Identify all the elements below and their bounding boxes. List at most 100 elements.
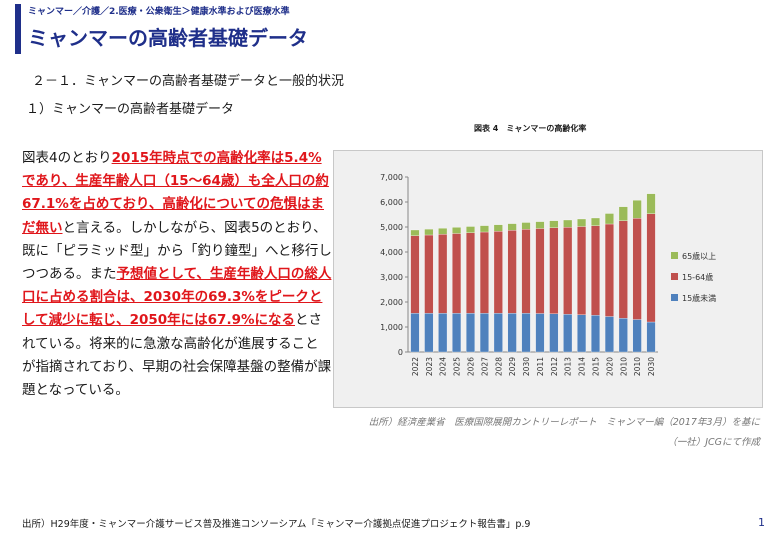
bar-segment xyxy=(466,226,475,233)
legend-label: 15-64歳 xyxy=(682,272,713,282)
aging-rate-chart: 0 1,000 2,000 3,000 4,000 5,000 6,000 7,000 2022… xyxy=(380,173,716,376)
bar-segment xyxy=(618,220,628,319)
bar-segment xyxy=(466,232,475,314)
bar-segment xyxy=(632,319,642,353)
bar-segment xyxy=(535,313,545,353)
y-tick-label: 1,000 xyxy=(380,323,403,332)
bar-segment xyxy=(646,321,656,353)
bar-segment xyxy=(577,314,587,353)
bar-segment xyxy=(424,228,434,236)
legend-label: 65歳以上 xyxy=(682,251,716,261)
x-tick-label: 2022 xyxy=(411,357,420,376)
bar-segment xyxy=(424,313,434,353)
x-tick-label: 2020 xyxy=(605,357,614,376)
bar-segment xyxy=(507,313,517,353)
y-tick-label: 7,000 xyxy=(380,173,403,182)
bar-segment xyxy=(577,226,587,315)
bar-segment xyxy=(438,228,448,235)
figure-caption: 図表 4 ミャンマーの高齢化率 xyxy=(474,124,587,133)
body-paragraph: 図表4のとおり2015年時点での高齢化率は5.4%であり、生産年齢人口（15～6… xyxy=(22,147,332,402)
y-tick-label: 4,000 xyxy=(380,248,403,257)
bar-segment xyxy=(493,313,503,353)
bar-segment xyxy=(535,221,545,229)
x-tick-label: 2025 xyxy=(453,357,462,376)
bar-segment xyxy=(507,230,517,314)
x-tick-label: 2029 xyxy=(508,357,517,376)
x-tick-label: 2010 xyxy=(633,357,642,376)
bar-segment xyxy=(410,235,420,314)
body-segment: と言える。しかしながら、図表5のとおり、既に「ピラミッド型」から「釣り鐘型」へと… xyxy=(22,219,332,283)
bar-segment xyxy=(646,213,656,323)
bar-segment xyxy=(549,227,559,314)
x-tick-label: 2024 xyxy=(439,357,448,376)
bar-segment xyxy=(632,218,642,320)
bar-segment xyxy=(493,231,503,314)
bar-segment xyxy=(604,316,614,353)
bar-segment xyxy=(493,224,503,232)
bar-segment xyxy=(438,313,448,353)
bar-segment xyxy=(549,220,559,228)
figure-source-line: （一社）JCGにて作成 xyxy=(667,437,760,448)
x-tick-label: 2023 xyxy=(425,357,434,376)
bar-segment xyxy=(410,229,420,236)
bar-segment xyxy=(521,229,531,314)
bar-segment xyxy=(479,225,489,233)
bar-segment xyxy=(452,227,462,234)
legend-swatch xyxy=(671,273,678,280)
x-tick-label: 2015 xyxy=(592,357,601,376)
bar-segment xyxy=(410,313,420,353)
figure-source-note: 出所）経済産業省 医療国際展開カントリーレポート ミャンマー編（2017年3月）… xyxy=(345,413,760,453)
bar-segment xyxy=(521,313,531,353)
footer-source: 出所）H29年度・ミャンマー介護サービス普及推進コンソーシアム「ミャンマー介護拠… xyxy=(22,519,531,530)
bar-segment xyxy=(563,219,573,228)
bar-segment xyxy=(591,225,600,316)
bar-segment xyxy=(577,218,587,227)
bar-segment xyxy=(604,213,614,225)
bar-segment xyxy=(618,206,628,221)
y-tick-label: 2,000 xyxy=(380,298,403,307)
x-tick-label: 2010 xyxy=(619,357,628,376)
x-tick-label: 2030 xyxy=(522,357,531,376)
legend-label: 15歳未満 xyxy=(682,293,716,303)
bar-segment xyxy=(604,223,614,317)
x-tick-label: 2014 xyxy=(578,357,587,376)
bar-segment xyxy=(591,315,600,353)
x-tick-label: 2026 xyxy=(467,357,476,376)
body-segment: 図表4のとおり xyxy=(22,150,112,166)
body-highlight: 予想値として、生産年齢人口の総人口に占める割合は、2030年の69.3%をピーク… xyxy=(22,266,332,329)
y-tick-label: 5,000 xyxy=(380,223,403,232)
y-tick-label: 6,000 xyxy=(380,198,403,207)
bar-segment xyxy=(479,231,489,314)
bar-segment xyxy=(466,313,475,353)
bar-segment xyxy=(438,234,448,314)
bar-segment xyxy=(646,193,656,214)
legend-swatch xyxy=(671,294,678,301)
x-tick-label: 2027 xyxy=(480,357,489,376)
legend-swatch xyxy=(671,252,678,259)
x-tick-label: 2011 xyxy=(536,357,545,376)
bar-segment xyxy=(535,228,545,314)
figure-source-line: 出所）経済産業省 医療国際展開カントリーレポート ミャンマー編（2017年3月）… xyxy=(368,417,760,428)
title-accent-bar xyxy=(15,4,21,54)
body-segment: とされている。将来的に急激な高齢化が進展することが指摘されており、早期の社会保障… xyxy=(22,312,332,399)
bar-segment xyxy=(618,318,628,353)
chart-panel: 0 1,000 2,000 3,000 4,000 5,000 6,000 7,000 2022… xyxy=(333,150,763,408)
y-tick-label: 0 xyxy=(398,348,403,357)
bar-segment xyxy=(424,234,434,314)
bar-segment xyxy=(632,200,642,219)
y-tick-label: 3,000 xyxy=(380,273,403,282)
bar-segment xyxy=(549,313,559,353)
page-number: 1 xyxy=(758,516,765,529)
x-tick-label: 2012 xyxy=(550,357,559,376)
bar-segment xyxy=(563,314,573,353)
section-heading: ２－１．ミャンマーの高齢者基礎データと一般的状況 xyxy=(32,74,345,89)
bar-segment xyxy=(563,227,573,315)
bar-segment xyxy=(591,217,600,226)
subsection-heading: １）ミャンマーの高齢者基礎データ xyxy=(26,102,235,117)
x-tick-label: 2030 xyxy=(647,357,656,376)
page-title: ミャンマーの高齢者基礎データ xyxy=(28,26,308,50)
bar-segment xyxy=(452,233,462,314)
bar-segment xyxy=(479,313,489,353)
bar-segment xyxy=(521,222,531,230)
x-tick-label: 2028 xyxy=(494,357,503,376)
